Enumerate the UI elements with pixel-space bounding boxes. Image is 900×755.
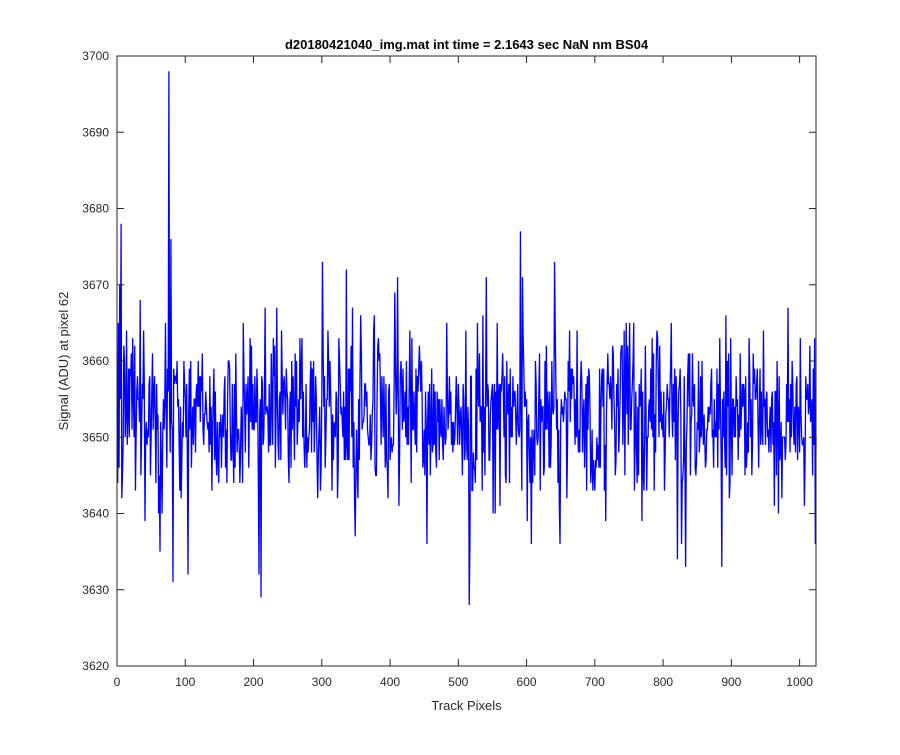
y-axis-ticks: 3620 3630 3640 3650 3660 3670 3680 3690 3700 xyxy=(82,49,816,673)
y-axis-label: Signal (ADU) at pixel 62 xyxy=(56,292,71,431)
series-layer xyxy=(117,71,817,606)
y-tick-label: 3630 xyxy=(82,583,109,597)
x-tick-label: 900 xyxy=(721,675,741,689)
x-tick-label: 700 xyxy=(585,675,605,689)
x-tick-label: 400 xyxy=(380,675,400,689)
x-tick-label: 100 xyxy=(175,675,195,689)
y-tick-label: 3670 xyxy=(82,278,109,292)
series-line xyxy=(117,71,817,606)
x-tick-label: 200 xyxy=(244,675,264,689)
x-tick-label: 500 xyxy=(448,675,468,689)
y-tick-label: 3640 xyxy=(82,507,109,521)
y-tick-label: 3700 xyxy=(82,49,109,63)
chart-title: d20180421040_img.mat int time = 2.1643 s… xyxy=(285,37,649,52)
x-tick-label: 800 xyxy=(653,675,673,689)
x-axis-label: Track Pixels xyxy=(431,698,502,713)
x-tick-label: 300 xyxy=(312,675,332,689)
x-tick-label: 600 xyxy=(517,675,537,689)
x-tick-label: 1000 xyxy=(786,675,813,689)
x-tick-label: 0 xyxy=(114,675,121,689)
y-tick-label: 3660 xyxy=(82,354,109,368)
y-tick-label: 3690 xyxy=(82,125,109,139)
y-tick-label: 3680 xyxy=(82,202,109,216)
y-tick-label: 3620 xyxy=(82,659,109,673)
x-axis-ticks: 0 100 200 300 400 500 600 700 800 900 1000 xyxy=(114,56,813,689)
y-tick-label: 3650 xyxy=(82,430,109,444)
